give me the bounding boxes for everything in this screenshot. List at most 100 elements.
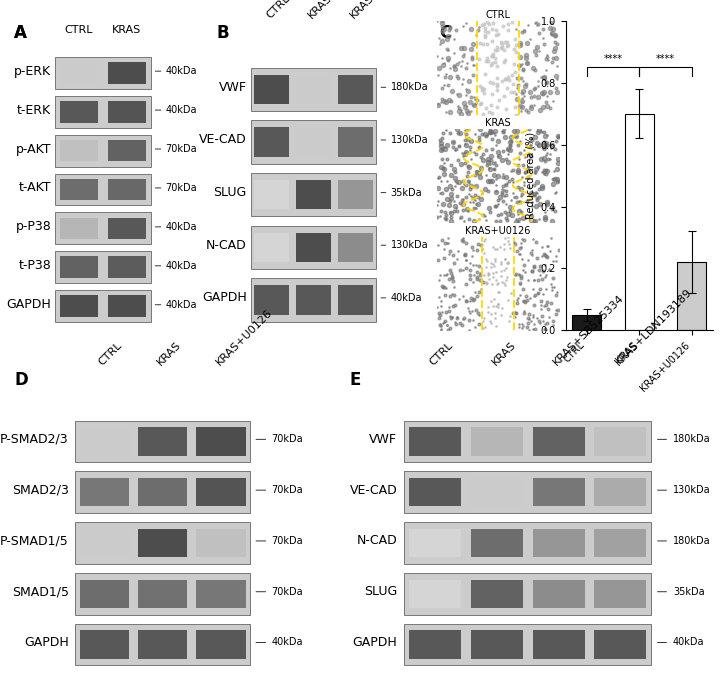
Text: 130kDa: 130kDa xyxy=(673,485,711,495)
Text: 180kDa: 180kDa xyxy=(673,536,711,546)
FancyBboxPatch shape xyxy=(471,580,523,608)
FancyBboxPatch shape xyxy=(79,529,129,557)
FancyBboxPatch shape xyxy=(107,256,146,278)
Text: VWF: VWF xyxy=(219,81,247,94)
Y-axis label: Reduced area (%): Reduced area (%) xyxy=(525,132,535,219)
Text: 70kDa: 70kDa xyxy=(271,435,303,444)
FancyBboxPatch shape xyxy=(107,61,146,84)
Text: P-SMAD1/5: P-SMAD1/5 xyxy=(0,534,69,547)
FancyBboxPatch shape xyxy=(60,61,98,84)
FancyBboxPatch shape xyxy=(55,57,150,88)
Text: GAPDH: GAPDH xyxy=(352,636,397,649)
FancyBboxPatch shape xyxy=(138,427,187,455)
FancyBboxPatch shape xyxy=(254,127,289,157)
Text: 130kDa: 130kDa xyxy=(390,240,428,250)
FancyBboxPatch shape xyxy=(533,478,585,507)
Text: KRAS+U0126: KRAS+U0126 xyxy=(348,0,408,21)
FancyBboxPatch shape xyxy=(533,630,585,659)
Text: KRAS+U0126: KRAS+U0126 xyxy=(465,225,531,236)
FancyBboxPatch shape xyxy=(296,127,331,157)
Text: 40kDa: 40kDa xyxy=(673,638,704,647)
FancyBboxPatch shape xyxy=(296,233,331,262)
Text: 40kDa: 40kDa xyxy=(166,222,197,232)
Text: VE-CAD: VE-CAD xyxy=(349,484,397,497)
FancyBboxPatch shape xyxy=(405,573,651,614)
FancyBboxPatch shape xyxy=(338,75,373,104)
Text: P-SMAD2/3: P-SMAD2/3 xyxy=(0,433,69,446)
FancyBboxPatch shape xyxy=(251,173,377,216)
FancyBboxPatch shape xyxy=(254,285,289,314)
Text: t-ERK: t-ERK xyxy=(17,104,51,117)
FancyBboxPatch shape xyxy=(138,630,187,659)
Text: 40kDa: 40kDa xyxy=(166,261,197,271)
FancyBboxPatch shape xyxy=(410,478,461,507)
FancyBboxPatch shape xyxy=(55,212,150,245)
Text: 35kDa: 35kDa xyxy=(673,587,704,597)
FancyBboxPatch shape xyxy=(471,529,523,557)
FancyBboxPatch shape xyxy=(75,471,251,513)
Text: VE-CAD: VE-CAD xyxy=(199,133,247,146)
FancyBboxPatch shape xyxy=(138,580,187,608)
FancyBboxPatch shape xyxy=(251,68,377,111)
Text: KRAS+LDN193189: KRAS+LDN193189 xyxy=(613,287,694,368)
Text: 40kDa: 40kDa xyxy=(390,293,422,303)
Text: CTRL: CTRL xyxy=(428,340,456,368)
Text: KRAS: KRAS xyxy=(156,340,183,368)
FancyBboxPatch shape xyxy=(107,178,146,200)
Text: SLUG: SLUG xyxy=(364,585,397,598)
FancyBboxPatch shape xyxy=(107,140,146,162)
Text: A: A xyxy=(14,23,27,42)
FancyBboxPatch shape xyxy=(75,573,251,614)
Text: B: B xyxy=(216,23,229,42)
FancyBboxPatch shape xyxy=(410,630,461,659)
FancyBboxPatch shape xyxy=(107,101,146,122)
FancyBboxPatch shape xyxy=(60,256,98,278)
Text: CTRL: CTRL xyxy=(97,340,125,368)
FancyBboxPatch shape xyxy=(55,252,150,283)
FancyBboxPatch shape xyxy=(405,471,651,513)
Text: 35kDa: 35kDa xyxy=(390,187,422,198)
Text: KRAS: KRAS xyxy=(307,0,334,21)
FancyBboxPatch shape xyxy=(338,233,373,262)
FancyBboxPatch shape xyxy=(533,427,585,455)
FancyBboxPatch shape xyxy=(595,529,646,557)
FancyBboxPatch shape xyxy=(197,478,246,507)
FancyBboxPatch shape xyxy=(107,295,146,317)
FancyBboxPatch shape xyxy=(595,427,646,455)
FancyBboxPatch shape xyxy=(60,295,98,317)
Text: N-CAD: N-CAD xyxy=(356,534,397,547)
FancyBboxPatch shape xyxy=(79,427,129,455)
Text: C: C xyxy=(439,23,451,42)
FancyBboxPatch shape xyxy=(410,580,461,608)
Text: E: E xyxy=(350,370,361,388)
Text: 70kDa: 70kDa xyxy=(166,183,197,193)
Text: p-ERK: p-ERK xyxy=(14,65,51,77)
Text: KRAS: KRAS xyxy=(490,340,518,368)
FancyBboxPatch shape xyxy=(595,630,646,659)
FancyBboxPatch shape xyxy=(55,135,150,167)
FancyBboxPatch shape xyxy=(197,427,246,455)
FancyBboxPatch shape xyxy=(405,624,651,665)
Bar xyxy=(625,113,654,330)
Bar xyxy=(678,263,706,330)
Text: 180kDa: 180kDa xyxy=(390,82,428,93)
Text: CTRL: CTRL xyxy=(485,10,510,20)
Text: KRAS+U0126: KRAS+U0126 xyxy=(214,307,274,368)
FancyBboxPatch shape xyxy=(533,529,585,557)
Text: N-CAD: N-CAD xyxy=(206,238,247,252)
FancyBboxPatch shape xyxy=(75,522,251,564)
Text: 180kDa: 180kDa xyxy=(673,435,711,444)
FancyBboxPatch shape xyxy=(79,630,129,659)
Text: ****: **** xyxy=(603,54,623,64)
FancyBboxPatch shape xyxy=(55,95,150,128)
Text: t-P38: t-P38 xyxy=(19,259,51,272)
FancyBboxPatch shape xyxy=(79,580,129,608)
Text: 70kDa: 70kDa xyxy=(271,536,303,546)
FancyBboxPatch shape xyxy=(79,478,129,507)
FancyBboxPatch shape xyxy=(75,624,251,665)
FancyBboxPatch shape xyxy=(60,218,98,239)
FancyBboxPatch shape xyxy=(405,522,651,564)
FancyBboxPatch shape xyxy=(60,140,98,162)
Text: SMAD2/3: SMAD2/3 xyxy=(12,484,69,497)
FancyBboxPatch shape xyxy=(55,173,150,205)
